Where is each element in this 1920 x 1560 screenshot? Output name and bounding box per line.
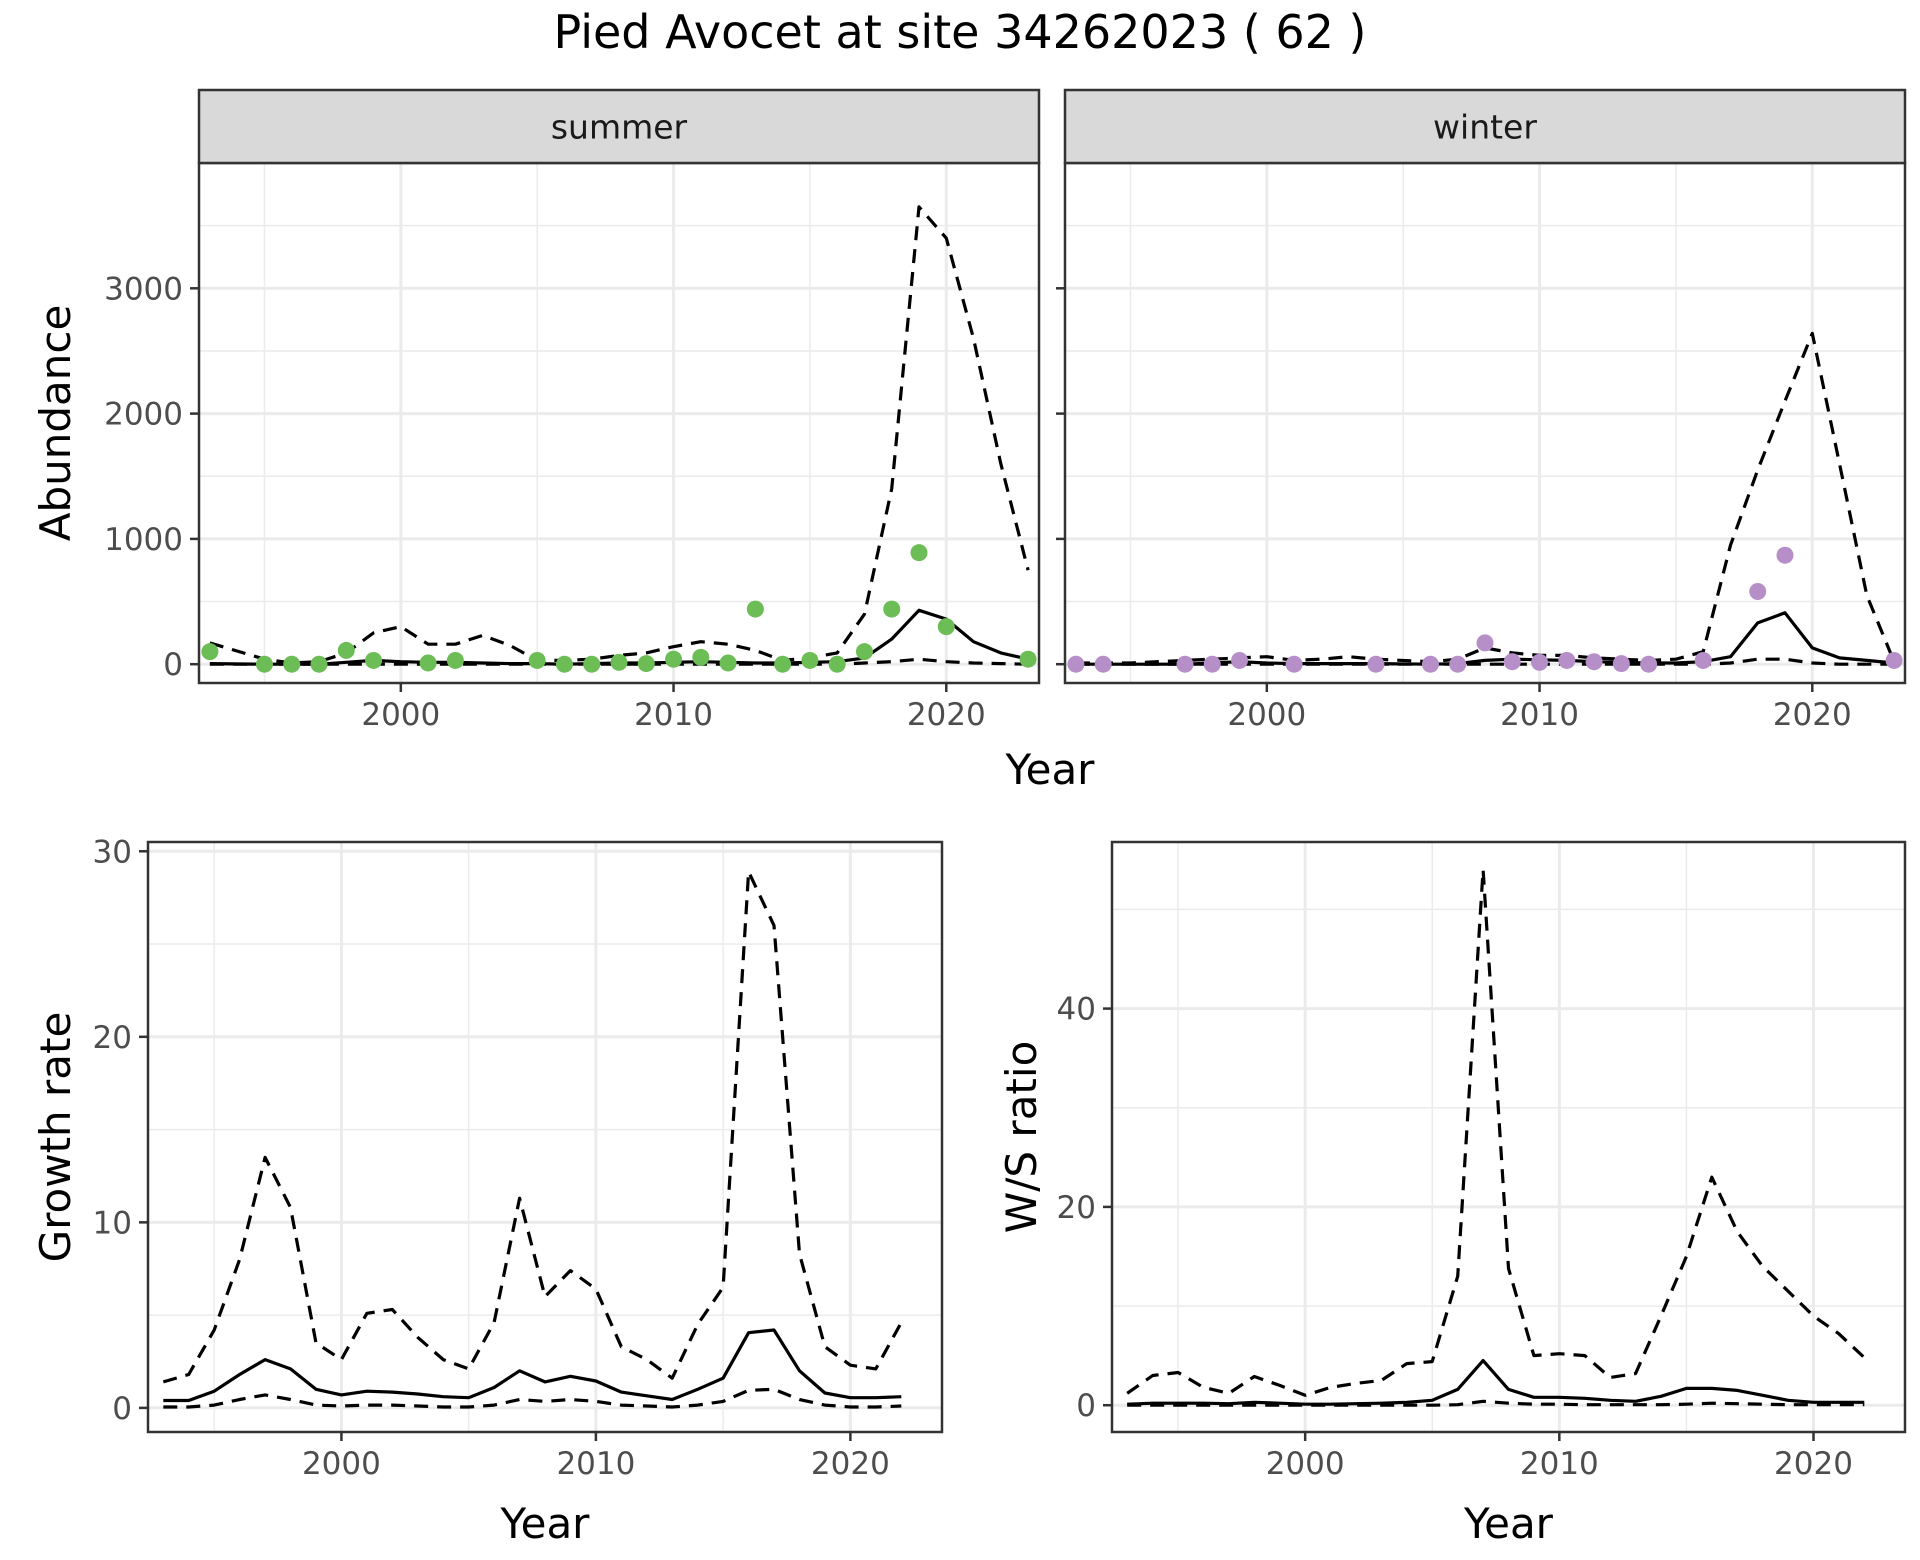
- observed-point: [719, 654, 737, 672]
- observed-point: [1176, 655, 1194, 673]
- observed-point: [1776, 546, 1794, 564]
- observed-point: [310, 655, 328, 673]
- observed-point: [855, 643, 873, 661]
- observed-point: [1476, 634, 1494, 652]
- observed-point: [1421, 655, 1439, 673]
- y-tick-label: 1000: [104, 522, 183, 558]
- observed-point: [1019, 650, 1037, 668]
- panel-background: [199, 163, 1039, 683]
- median-line: [163, 1328, 902, 1403]
- observed-point: [910, 544, 928, 562]
- lower-ci-line: [1127, 1399, 1865, 1407]
- x-tick-label: 2000: [302, 1446, 381, 1482]
- observed-point: [201, 643, 219, 661]
- y-tick-label: 10: [93, 1205, 132, 1241]
- x-tick-label: 2010: [634, 697, 713, 733]
- y-tick-label: 2000: [104, 397, 183, 433]
- observed-point: [746, 600, 764, 618]
- observed-point: [801, 651, 819, 669]
- observed-point: [337, 641, 355, 659]
- observed-point: [1558, 651, 1576, 669]
- facet-strip: [1063, 88, 1907, 165]
- observed-point: [255, 655, 273, 673]
- x-tick-label: 2000: [361, 697, 440, 733]
- x-tick-label: 2000: [1227, 697, 1306, 733]
- x-axis-title: Year: [1463, 1499, 1554, 1548]
- observed-point: [528, 651, 546, 669]
- observed-point: [637, 655, 655, 673]
- observed-point: [1231, 651, 1249, 669]
- x-tick-label: 2000: [1266, 1446, 1345, 1482]
- x-tick-label: 2020: [1774, 1446, 1853, 1482]
- observed-point: [1285, 655, 1303, 673]
- observed-point: [1067, 655, 1085, 673]
- y-tick-label: 20: [1057, 1190, 1096, 1226]
- observed-point: [774, 655, 792, 673]
- x-axis-title: Year: [500, 1499, 591, 1548]
- y-tick-label: 3000: [104, 271, 183, 307]
- median-line: [1127, 1358, 1865, 1406]
- y-tick-label: 40: [1057, 992, 1096, 1028]
- observed-point: [583, 655, 601, 673]
- observed-point: [1203, 655, 1221, 673]
- observed-point: [665, 650, 683, 668]
- y-tick-label: 20: [93, 1020, 132, 1056]
- observed-point: [1749, 583, 1767, 601]
- facet-strip: [197, 88, 1041, 165]
- observed-point: [1094, 655, 1112, 673]
- x-tick-label: 2020: [907, 697, 986, 733]
- y-axis-title: Abundance: [31, 305, 80, 542]
- upper-ci-line: [209, 205, 1030, 665]
- observed-point: [692, 648, 710, 666]
- observed-point: [446, 651, 464, 669]
- observed-point: [419, 654, 437, 672]
- observed-point: [1449, 655, 1467, 673]
- upper-ci-line: [162, 870, 903, 1384]
- observed-point: [283, 655, 301, 673]
- panel-background: [1112, 842, 1905, 1432]
- facet-strip-label: winter: [1433, 108, 1537, 147]
- y-axis-title: Growth rate: [31, 1012, 80, 1263]
- y-tick-label: 0: [1076, 1388, 1096, 1424]
- y-tick-label: 0: [112, 1391, 132, 1427]
- observed-point: [1585, 653, 1603, 671]
- panel-growth-rate: 2000 2010 2020 0 10 20 30 Growth rate Year: [31, 834, 944, 1548]
- observed-point: [883, 600, 901, 618]
- observed-point: [555, 655, 573, 673]
- x-tick-label: 2020: [1773, 697, 1852, 733]
- x-tick-label: 2010: [556, 1446, 635, 1482]
- observed-point: [1503, 653, 1521, 671]
- chart-title: Pied Avocet at site 34262023 ( 62 ): [554, 5, 1367, 59]
- observed-point: [365, 651, 383, 669]
- observed-point: [1612, 655, 1630, 673]
- panel-background: [1065, 163, 1905, 683]
- panel-winter-abundance: winter 2000 2010 2020: [1056, 88, 1907, 733]
- x-tick-label: 2010: [1500, 697, 1579, 733]
- observed-point: [828, 655, 846, 673]
- top-x-axis-title: Year: [1005, 745, 1096, 794]
- panel-border: [1110, 840, 1907, 1434]
- y-tick-label: 30: [93, 834, 132, 870]
- observed-point: [1885, 651, 1903, 669]
- observed-point: [937, 618, 955, 636]
- upper-ci-line: [1126, 868, 1866, 1397]
- y-tick-label: 0: [163, 647, 183, 683]
- x-tick-label: 2010: [1520, 1446, 1599, 1482]
- observed-point: [1367, 655, 1385, 673]
- observed-point: [1640, 655, 1658, 673]
- panel-ws-ratio: 2000 2010 2020 0 20 40 W/S ratio Year: [997, 840, 1907, 1548]
- panel-border: [146, 840, 944, 1434]
- observed-point: [610, 653, 628, 671]
- panel-background: [148, 842, 942, 1432]
- observed-point: [1531, 653, 1549, 671]
- y-axis-title: W/S ratio: [997, 1041, 1046, 1234]
- observed-point: [1694, 651, 1712, 669]
- lower-ci-line: [163, 1387, 902, 1409]
- x-tick-label: 2020: [811, 1446, 890, 1482]
- panel-summer-abundance: summer 2000 2010 2020 0 1000 2000 3000 Abundance: [31, 88, 1041, 733]
- facet-strip-label: summer: [551, 108, 688, 147]
